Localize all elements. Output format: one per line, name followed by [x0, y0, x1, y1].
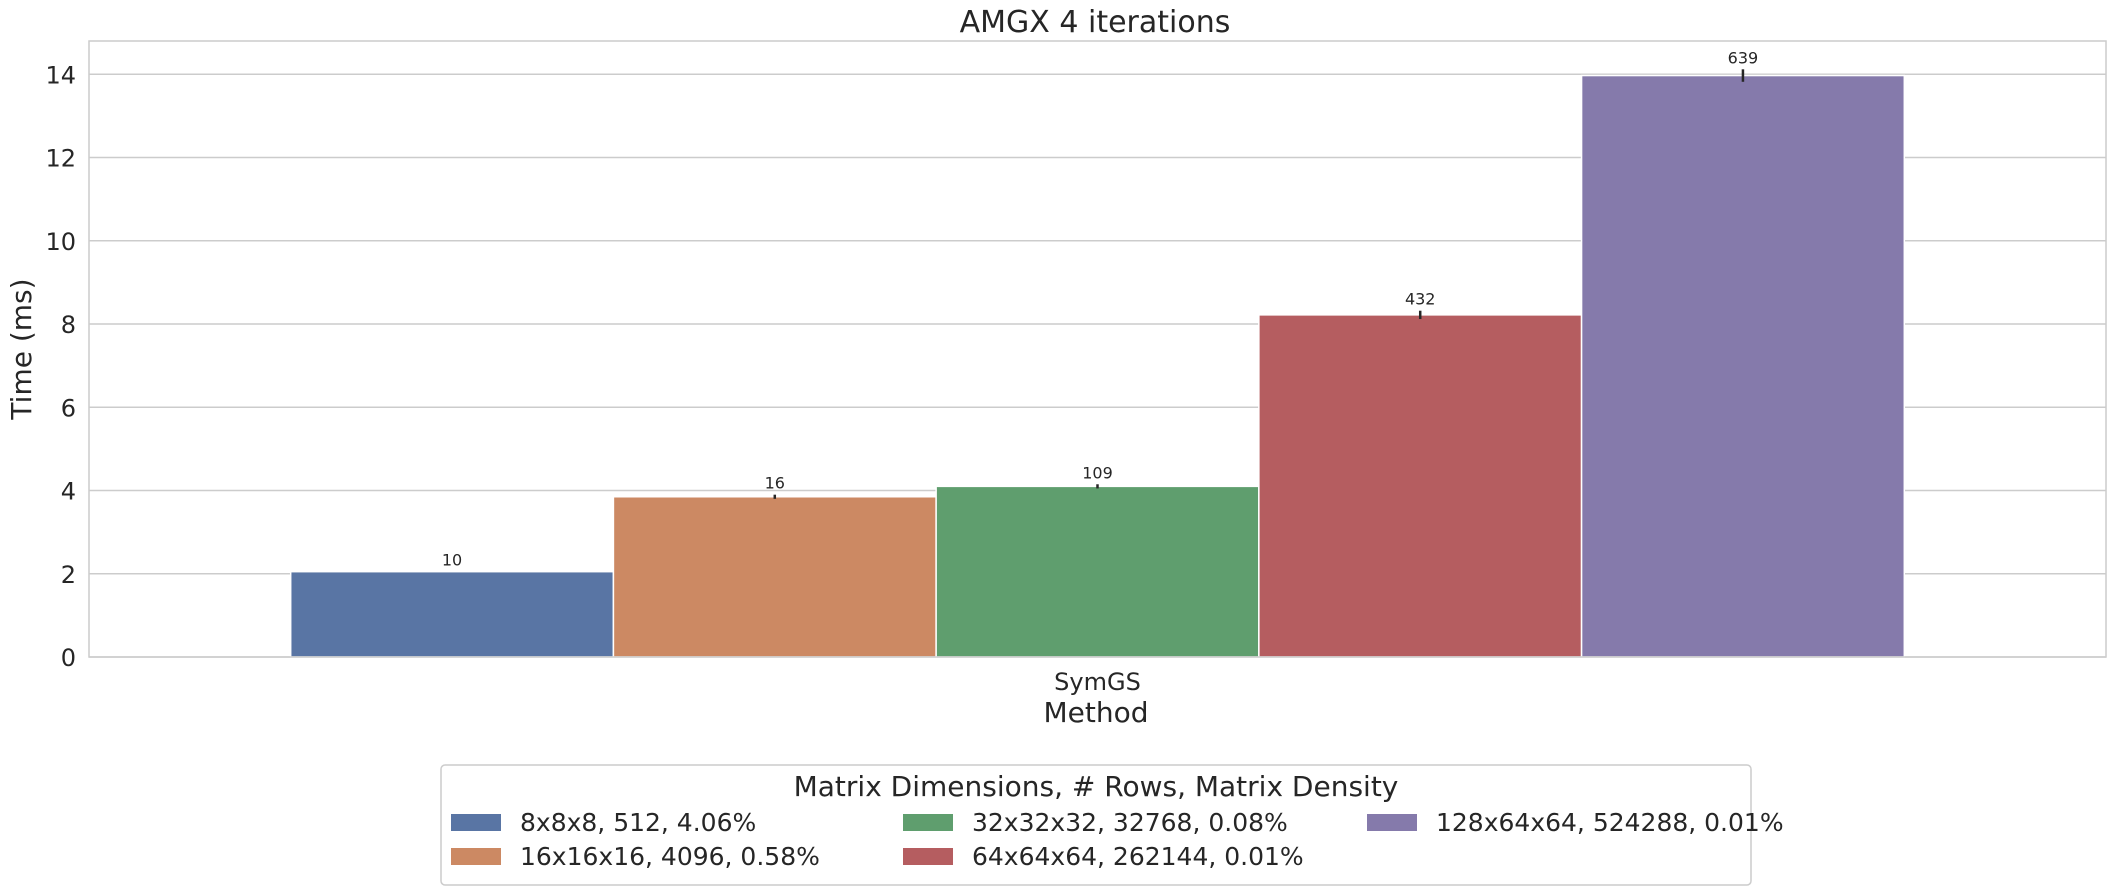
plot-frame — [88, 40, 2107, 658]
bar — [612, 496, 937, 658]
chart-title: AMGX 4 iterations — [960, 5, 1231, 40]
y-tick-label: 8 — [61, 311, 76, 339]
x-tick-label: SymGS — [1054, 668, 1141, 696]
legend-swatch — [1367, 814, 1417, 831]
legend-swatch — [451, 848, 501, 865]
y-tick-label: 10 — [45, 228, 76, 256]
legend-items: 8x8x8, 512, 4.06% 16x16x16, 4096, 0.58% 32… — [451, 808, 1784, 871]
y-axis-ticks: 0 2 4 6 8 10 12 14 — [45, 61, 76, 672]
bar-label: 10 — [442, 551, 462, 570]
y-tick-label: 12 — [45, 145, 76, 173]
legend-label: 128x64x64, 524288, 0.01% — [1436, 808, 1784, 837]
bar-label: 639 — [1728, 48, 1759, 67]
y-tick-label: 6 — [61, 394, 76, 422]
y-tick-label: 14 — [45, 61, 76, 89]
y-tick-label: 2 — [61, 561, 76, 589]
legend-swatch — [903, 814, 953, 831]
bar — [1580, 74, 1906, 658]
legend-label: 32x32x32, 32768, 0.08% — [972, 808, 1288, 837]
bar-label: 432 — [1405, 290, 1436, 309]
legend-title: Matrix Dimensions, # Rows, Matrix Densit… — [794, 770, 1399, 803]
x-axis-ticks: SymGS — [1054, 668, 1141, 696]
y-axis-label: Time (ms) — [5, 278, 38, 420]
bar-label: 109 — [1082, 463, 1113, 482]
legend-frame — [440, 764, 1752, 886]
bar-label: 16 — [765, 474, 785, 493]
legend-label: 8x8x8, 512, 4.06% — [520, 808, 756, 837]
legend-swatch — [903, 848, 953, 865]
bar — [1258, 314, 1583, 658]
bar — [935, 485, 1260, 658]
y-tick-label: 4 — [61, 478, 76, 506]
y-tick-label: 0 — [61, 644, 76, 672]
bar — [289, 570, 615, 658]
legend: Matrix Dimensions, # Rows, Matrix Densit… — [440, 764, 1784, 886]
x-axis-label: Method — [1043, 696, 1148, 729]
bars: 10 16 109 432 639 — [289, 48, 1906, 658]
legend-swatch — [451, 814, 501, 831]
legend-label: 64x64x64, 262144, 0.01% — [972, 842, 1304, 871]
legend-label: 16x16x16, 4096, 0.58% — [520, 842, 820, 871]
